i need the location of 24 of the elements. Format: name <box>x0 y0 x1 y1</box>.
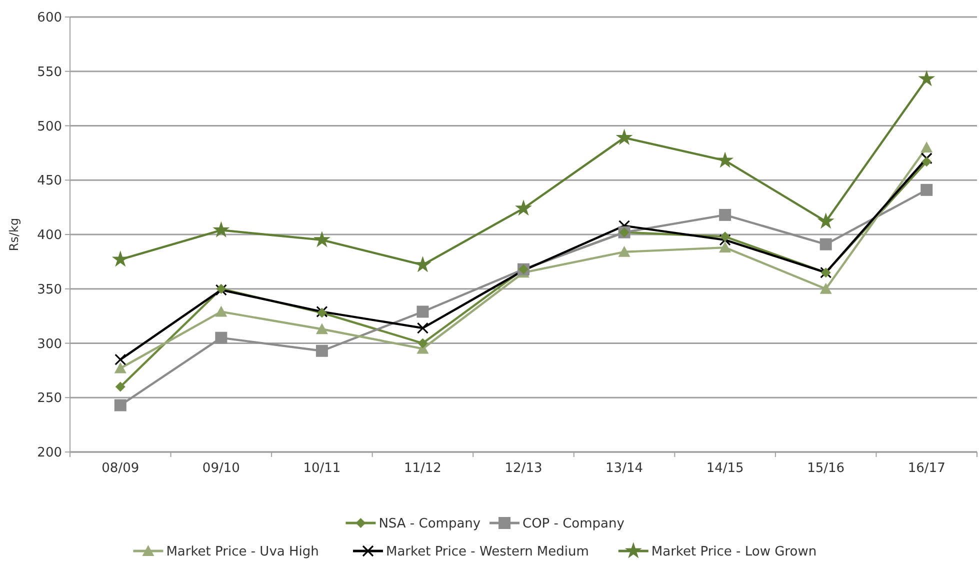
y-tick-label: 200 <box>37 446 62 461</box>
x-tick-label: 09/10 <box>202 461 240 476</box>
y-axis-title: Rs/kg <box>7 218 21 252</box>
legend-label: NSA - Company <box>378 516 481 532</box>
x-tick-label: 13/14 <box>606 461 644 476</box>
legend-label: Market Price - Uva High <box>166 544 319 560</box>
x-tick-label: 10/11 <box>303 461 341 476</box>
x-tick-label: 11/12 <box>404 461 442 476</box>
y-tick-label: 350 <box>37 282 62 298</box>
y-tick-label: 500 <box>37 119 62 134</box>
x-tick-label: 08/09 <box>102 461 140 476</box>
legend-label: Market Price - Western Medium <box>386 544 589 560</box>
y-tick-label: 300 <box>37 336 62 352</box>
y-tick-label: 550 <box>37 64 62 80</box>
x-tick-label: 16/17 <box>908 461 946 476</box>
legend-label: COP - Company <box>522 516 625 532</box>
x-tick-label: 14/15 <box>706 461 744 476</box>
y-tick-label: 600 <box>37 10 62 26</box>
y-tick-label: 400 <box>37 228 62 244</box>
y-tick-label: 450 <box>37 174 62 189</box>
x-tick-label: 12/13 <box>504 461 542 476</box>
x-tick-label: 15/16 <box>807 461 845 476</box>
legend-label: Market Price - Low Grown <box>651 544 817 560</box>
y-tick-label: 250 <box>37 391 62 406</box>
